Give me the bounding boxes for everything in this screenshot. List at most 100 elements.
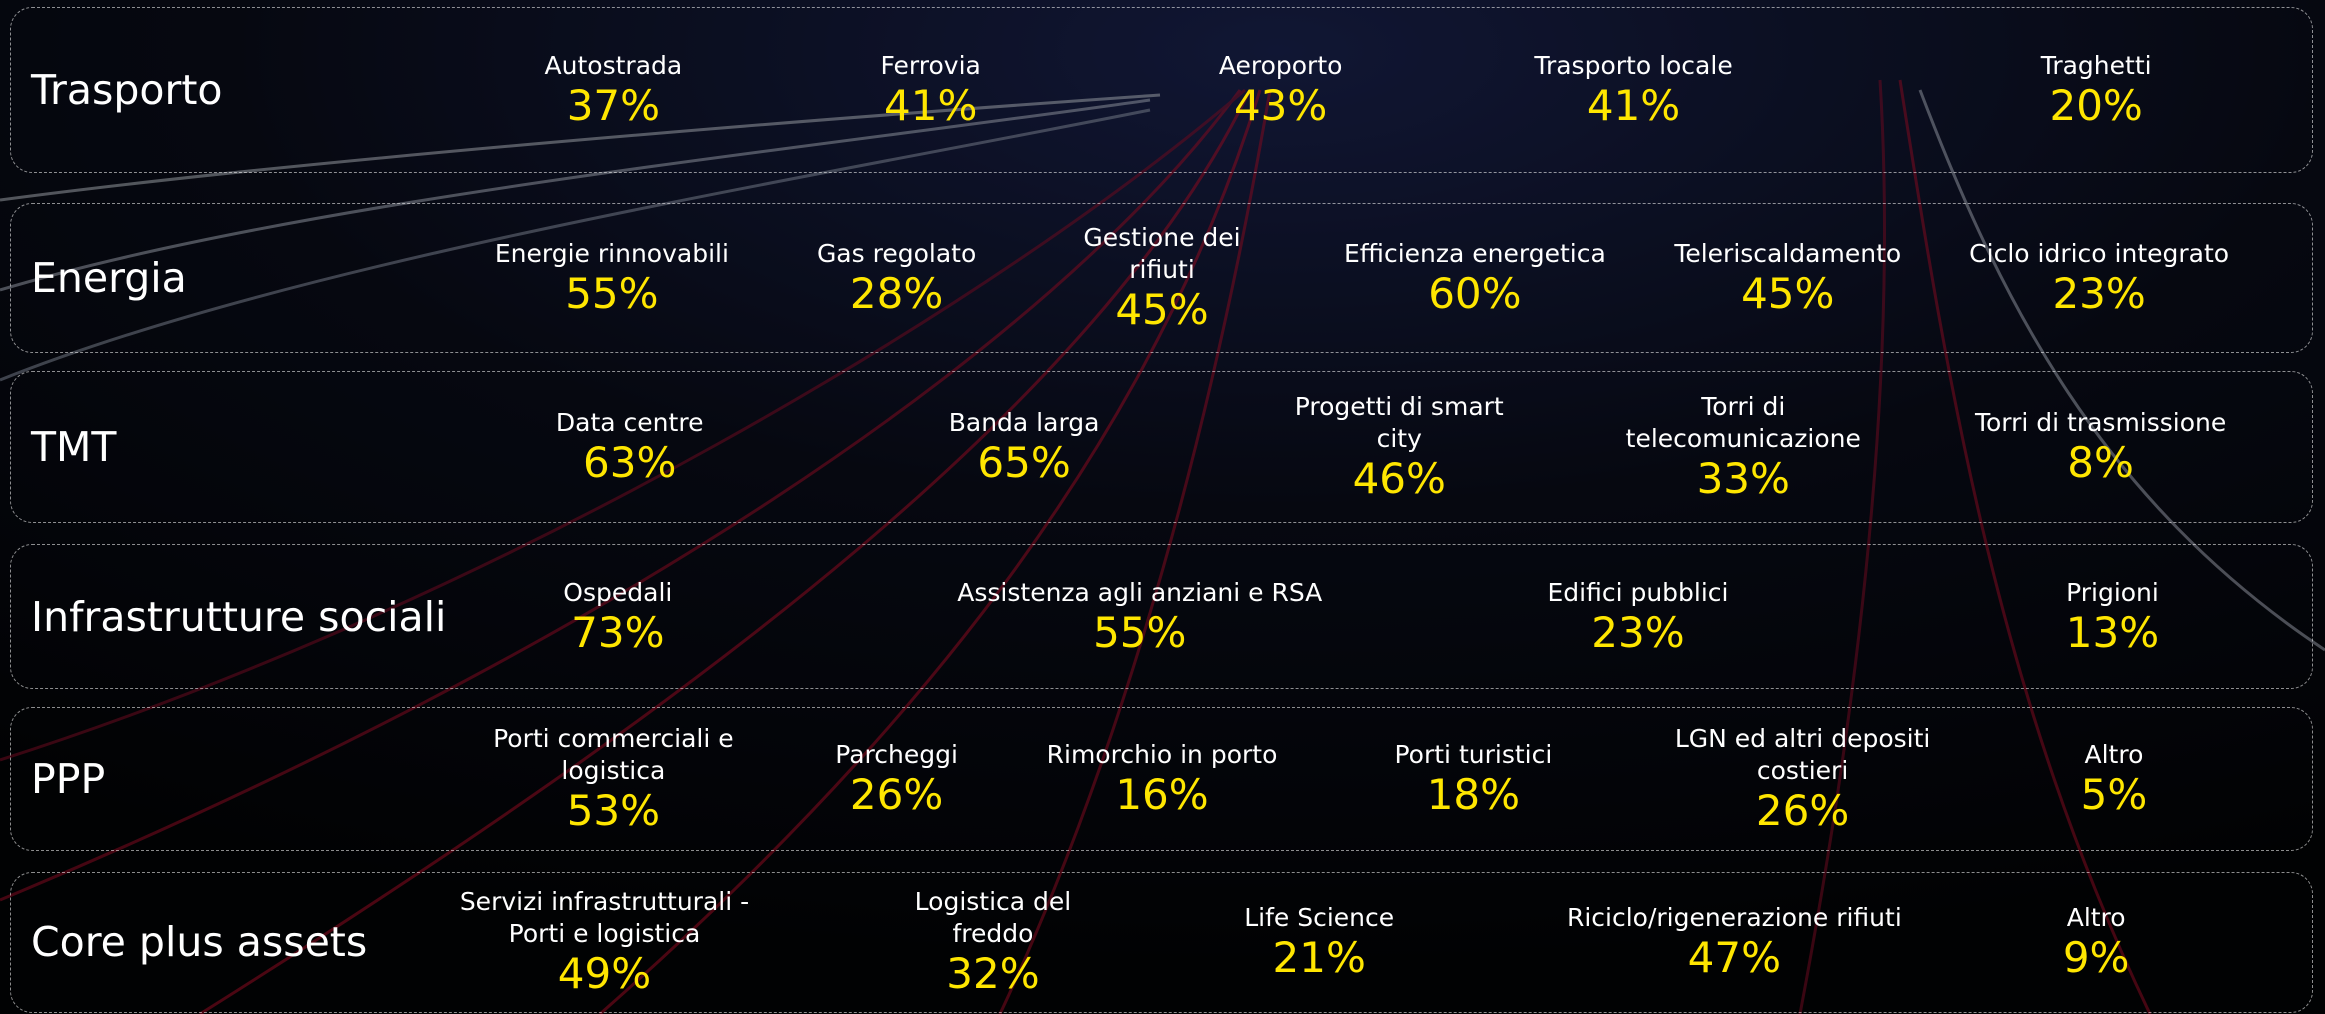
item-value: 46%	[1352, 454, 1446, 504]
sector-item: Porti commerciali e logistica 53%	[488, 723, 738, 835]
item-value: 55%	[1093, 607, 1187, 657]
item-value: 21%	[1272, 933, 1366, 983]
item-value: 26%	[1755, 786, 1850, 836]
sector-item: Gas regolato 28%	[817, 238, 976, 318]
item-value: 23%	[2052, 269, 2146, 319]
item-value: 20%	[2049, 81, 2143, 131]
sector-title: PPP	[31, 755, 106, 804]
sector-item: Edifici pubblici 23%	[1547, 577, 1728, 657]
item-label: Prigioni	[2066, 577, 2159, 607]
sector-item: Banda larga 65%	[949, 407, 1100, 487]
item-label: Servizi infrastrutturali - Porti e logis…	[459, 887, 750, 949]
item-value: 55%	[565, 269, 659, 319]
item-label: Teleriscaldamento	[1674, 239, 1902, 269]
item-label: Efficienza energetica	[1343, 239, 1606, 269]
sector-item: Torri di trasmissione 8%	[1975, 407, 2226, 487]
item-value: 63%	[583, 438, 677, 488]
item-label: Porti commerciali e logistica	[493, 724, 734, 786]
item-value: 41%	[884, 81, 978, 131]
item-label: Ciclo idrico integrato	[1969, 239, 2230, 269]
sector-item: Autostrada 37%	[545, 50, 683, 130]
item-value: 33%	[1696, 454, 1790, 504]
item-value: 13%	[2065, 607, 2160, 657]
sector-item: Teleriscaldamento 45%	[1674, 238, 1901, 318]
item-label: Life Science	[1244, 903, 1395, 933]
sector-item: LGN ed altri depositi costieri 26%	[1668, 723, 1938, 835]
sector-row: Energia Energie rinnovabili 55% Gas regolat…	[10, 203, 2313, 353]
item-value: 41%	[1586, 81, 1681, 131]
sector-item: Gestione dei rifiuti 45%	[1072, 222, 1252, 334]
sector-item: Torri di telecomunicazione 33%	[1623, 391, 1863, 503]
sector-item: Data centre 63%	[556, 407, 704, 487]
sector-item: Parcheggi 26%	[835, 739, 958, 819]
item-value: 73%	[571, 607, 665, 657]
sector-item: Logistica del freddo 32%	[903, 886, 1083, 998]
sector-title: Infrastrutture sociali	[31, 592, 447, 641]
sector-item: Rimorchio in porto 16%	[1047, 739, 1278, 819]
item-label: Torri di trasmissione	[1974, 408, 2227, 438]
sector-title: Trasporto	[31, 66, 223, 115]
sector-item: Ciclo idrico integrato 23%	[1969, 238, 2229, 318]
item-label: Data centre	[555, 408, 704, 438]
sector-item: Ospedali 73%	[563, 577, 672, 657]
sector-row: TMT Data centre 63% Banda larga 65% Progetti …	[10, 370, 2313, 524]
item-value: 47%	[1687, 933, 1782, 983]
item-value: 45%	[1115, 285, 1209, 335]
item-value: 8%	[2067, 438, 2134, 488]
item-value: 43%	[1233, 81, 1328, 131]
item-label: Edifici pubblici	[1547, 577, 1729, 607]
sector-title: Core plus assets	[31, 918, 368, 967]
item-label: Autostrada	[544, 51, 683, 81]
sector-row: PPP Porti commerciali e logistica 53% Parch…	[10, 707, 2313, 852]
item-value: 16%	[1115, 770, 1209, 820]
item-label: Gas regolato	[816, 239, 977, 269]
sector-item: Assistenza agli anziani e RSA 55%	[957, 577, 1322, 657]
item-value: 23%	[1591, 607, 1685, 657]
item-label: Rimorchio in porto	[1046, 740, 1278, 770]
sector-title: Energia	[31, 254, 187, 303]
item-value: 37%	[566, 81, 661, 131]
item-value: 49%	[557, 949, 652, 999]
sector-row: Core plus assets Servizi infrastrutturali…	[10, 871, 2313, 1013]
item-label: Altro	[2084, 740, 2144, 770]
sector-item: Efficienza energetica 60%	[1344, 238, 1606, 318]
item-label: Altro	[2066, 903, 2126, 933]
sector-row: Trasporto Autostrada 37% Ferrovia 41% Aeropor…	[10, 7, 2313, 174]
sector-item: Aeroporto 43%	[1219, 50, 1343, 130]
item-label: Traghetti	[2040, 51, 2152, 81]
sector-item: Energie rinnovabili 55%	[495, 238, 729, 318]
sector-item: Ferrovia 41%	[881, 50, 981, 130]
sector-item: Porti turistici 18%	[1394, 739, 1552, 819]
sector-item: Riciclo/rigenerazione rifiuti 47%	[1567, 902, 1902, 982]
item-value: 60%	[1428, 269, 1522, 319]
item-label: Porti turistici	[1394, 740, 1553, 770]
sector-row: Infrastrutture sociali Ospedali 73% Assiste…	[10, 544, 2313, 690]
item-label: Ospedali	[563, 577, 673, 607]
sector-item: Altro 5%	[2081, 739, 2148, 819]
item-label: Aeroporto	[1218, 51, 1343, 81]
sector-item: Servizi infrastrutturali - Porti e logis…	[459, 886, 749, 998]
item-value: 26%	[849, 770, 944, 820]
item-value: 28%	[849, 269, 944, 319]
item-value: 18%	[1426, 770, 1521, 820]
item-label: Torri di telecomunicazione	[1625, 392, 1861, 454]
item-label: Progetti di smart city	[1294, 392, 1504, 454]
item-value: 65%	[977, 438, 1071, 488]
item-value: 9%	[2062, 933, 2130, 983]
sector-item: Life Science 21%	[1244, 902, 1394, 982]
sector-item: Progetti di smart city 46%	[1289, 391, 1509, 503]
sector-item: Traghetti 20%	[2041, 50, 2152, 130]
item-value: 45%	[1741, 269, 1835, 319]
item-value: 53%	[566, 786, 661, 836]
sector-item: Altro 9%	[2063, 902, 2130, 982]
item-value: 5%	[2080, 770, 2148, 820]
item-label: Ferrovia	[880, 51, 981, 81]
item-label: Energie rinnovabili	[494, 239, 729, 269]
item-label: Gestione dei rifiuti	[1083, 223, 1241, 285]
item-label: Banda larga	[948, 408, 1100, 438]
item-label: Assistenza agli anziani e RSA	[957, 577, 1323, 607]
sector-item: Prigioni 13%	[2066, 577, 2159, 657]
item-label: Logistica del freddo	[914, 887, 1072, 949]
item-label: Riciclo/rigenerazione rifiuti	[1566, 903, 1902, 933]
